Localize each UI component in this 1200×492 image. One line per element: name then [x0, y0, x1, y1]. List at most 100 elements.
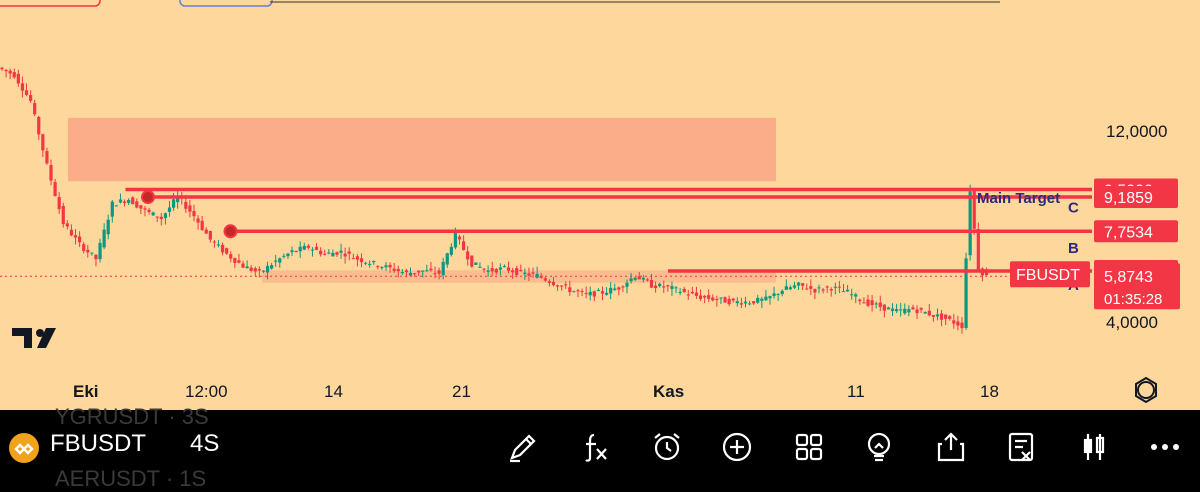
add-icon[interactable] — [720, 430, 754, 464]
candle-body — [747, 303, 752, 305]
candle-body — [703, 295, 707, 298]
candle-body — [547, 281, 551, 283]
candle-body — [731, 298, 735, 301]
candle-body — [686, 294, 690, 296]
candle-body — [192, 211, 196, 217]
candle-body — [723, 297, 727, 303]
candle-body — [400, 272, 404, 274]
candle-body — [188, 205, 192, 212]
drawing-tool-icon[interactable] — [506, 430, 540, 464]
candle-body — [462, 241, 466, 250]
candle-body — [837, 286, 842, 288]
candle-body — [327, 252, 331, 254]
x-axis-tick-label: 21 — [452, 382, 471, 401]
candle-body — [12, 72, 16, 78]
candle-body — [506, 267, 511, 271]
candle-body — [384, 265, 388, 268]
candle-body — [261, 270, 266, 272]
candle-body — [760, 298, 764, 301]
candle-body — [551, 281, 556, 286]
candle-body — [727, 298, 731, 305]
candle-body — [707, 295, 711, 299]
ideas-lightbulb-icon[interactable] — [862, 430, 896, 464]
candle-body — [110, 201, 114, 217]
candle-body — [408, 272, 413, 276]
candle-body — [805, 288, 809, 290]
candle-body — [743, 301, 748, 304]
candle-body — [511, 270, 515, 273]
current-price-box — [1094, 263, 1180, 310]
chart-area[interactable]: Main TargetCBA12,00004,00008,00009,50009… — [0, 0, 1200, 410]
candle-body — [735, 301, 739, 304]
interval-selector[interactable]: 4S — [190, 430, 220, 457]
symbol-price-tag-text: FBUSDT — [1016, 267, 1080, 284]
candle-body — [294, 251, 298, 253]
candle-body — [176, 195, 180, 203]
candle-body — [139, 205, 143, 209]
more-options-icon[interactable] — [1148, 430, 1182, 464]
candle-body — [486, 270, 490, 272]
candle-body — [498, 267, 502, 270]
candle-body — [163, 213, 167, 219]
candle-body — [645, 279, 650, 281]
level-anchor-dot[interactable] — [141, 190, 155, 205]
axis-settings-icon[interactable] — [1137, 381, 1155, 399]
candle-body — [535, 273, 539, 278]
candle-body — [57, 197, 61, 210]
layout-grid-icon[interactable] — [792, 430, 826, 464]
candle-body — [212, 241, 217, 243]
candle-body — [114, 205, 118, 207]
candle-body — [118, 199, 123, 203]
candle-body — [351, 258, 355, 260]
candle-body — [662, 286, 666, 288]
candle-style-icon[interactable] — [1077, 430, 1111, 464]
share-icon[interactable] — [934, 430, 968, 464]
candle-body — [225, 248, 229, 254]
candle-body — [490, 268, 494, 272]
candle-body — [858, 299, 862, 302]
price-label-box — [1094, 186, 1178, 209]
symbol-selector[interactable]: FBUSDT — [50, 430, 146, 457]
y-axis-tick-label: 12,0000 — [1106, 122, 1167, 141]
candle-body — [184, 201, 188, 209]
price-label-text: 9,1859 — [1104, 190, 1153, 207]
candle-body — [666, 285, 670, 287]
level-anchor-dot[interactable] — [223, 224, 238, 239]
candle-body — [841, 291, 846, 293]
candle-body — [200, 220, 204, 230]
candle-body — [204, 229, 208, 234]
candle-body — [654, 285, 658, 289]
candle-body — [404, 270, 409, 273]
candle-body — [82, 244, 86, 251]
order-panel-icon[interactable] — [1005, 430, 1039, 464]
candle-body — [359, 258, 364, 263]
candle-body — [61, 205, 65, 225]
candle-body — [543, 278, 547, 281]
candle-body — [41, 134, 45, 151]
candle-body — [600, 291, 605, 294]
top-button-partial[interactable] — [179, 0, 273, 7]
candle-body — [412, 273, 417, 275]
axis-settings-icon[interactable] — [1135, 376, 1157, 404]
candle-body — [613, 288, 617, 291]
candle-body — [796, 282, 801, 286]
candle-body — [576, 290, 580, 292]
candle-body — [833, 286, 837, 288]
candle-body — [0, 67, 4, 70]
candle-body — [421, 270, 425, 272]
price-chart[interactable]: Main TargetCBA12,00004,00008,00009,50009… — [0, 0, 1200, 410]
candle-body — [882, 304, 886, 311]
candle-body — [899, 309, 903, 311]
candle-body — [939, 313, 944, 320]
candle-body — [368, 263, 372, 265]
candle-body — [919, 307, 923, 310]
top-button-partial[interactable] — [0, 0, 101, 7]
candle-body — [245, 266, 249, 269]
candle-body — [711, 297, 715, 301]
indicators-icon[interactable] — [578, 430, 612, 464]
candle-body — [90, 252, 94, 254]
symbol-price-tag — [1010, 261, 1090, 288]
alarm-clock-icon[interactable] — [650, 430, 684, 464]
candle-body — [915, 309, 919, 314]
candle-body — [972, 190, 976, 229]
